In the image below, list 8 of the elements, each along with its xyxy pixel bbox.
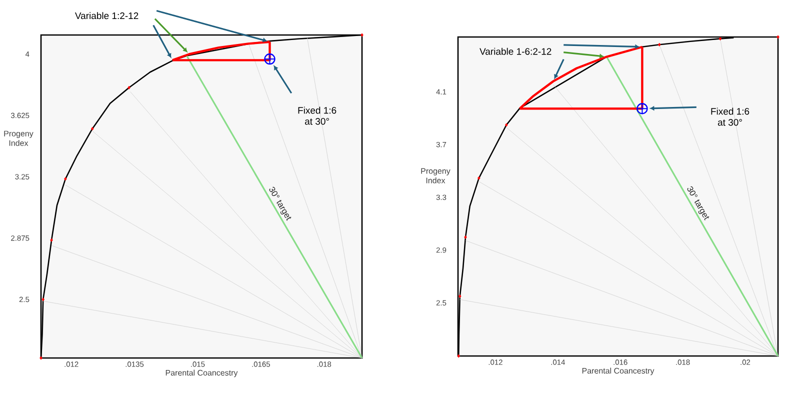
y-axis-title: Progeny Index <box>421 168 450 184</box>
annotation: Fixed 1:6 at 30° <box>711 108 750 126</box>
x-axis-title: Parental Coancestry <box>582 368 654 376</box>
annotation: Fixed 1:6 at 30° <box>298 106 336 125</box>
x-axis-title: Parental Coancestry <box>166 370 238 378</box>
y-axis-title: Progeny Index <box>4 130 34 146</box>
text: Variable 1:2-12 <box>74 12 138 20</box>
annotation: Variable 1-6:2-12 <box>480 48 552 55</box>
